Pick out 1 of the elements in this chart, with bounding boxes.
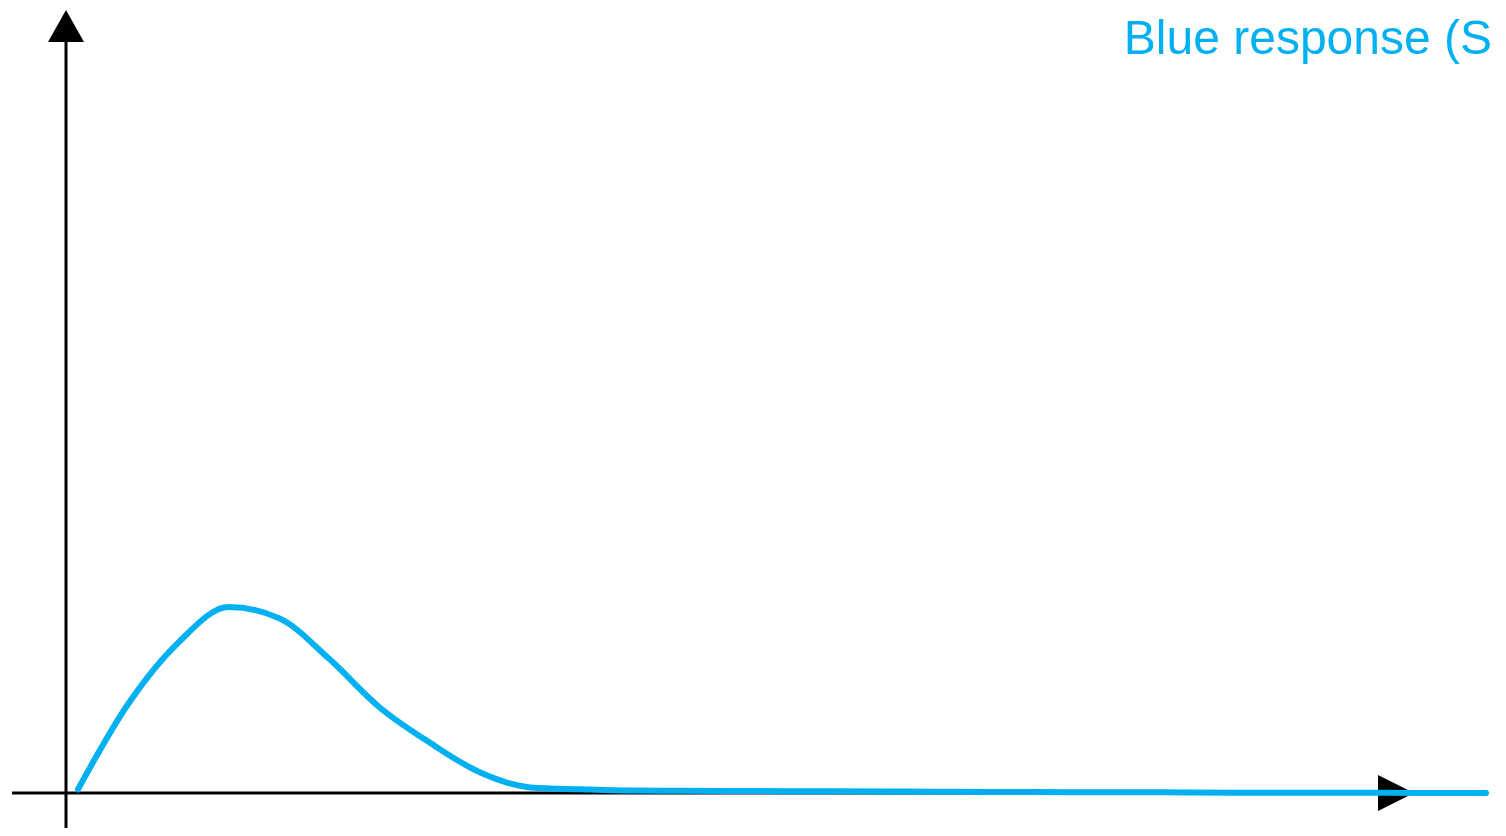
- text: Blue response (S: [1123, 11, 1492, 64]
